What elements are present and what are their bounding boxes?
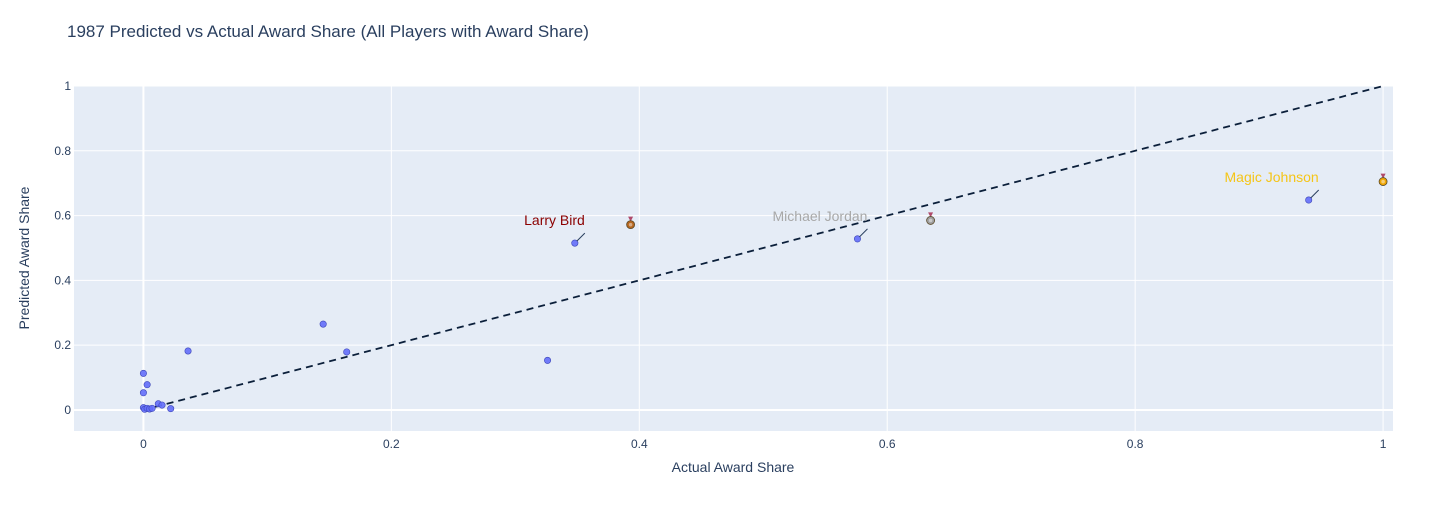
data-point — [1305, 196, 1313, 204]
y-axis-ticks: 0 0.2 0.4 0.6 0.8 1 — [54, 79, 71, 417]
x-axis-title: Actual Award Share — [672, 459, 795, 475]
data-point — [319, 320, 327, 328]
y-tick-label: 0 — [64, 403, 71, 417]
gridlines — [74, 85, 1393, 431]
plot-area — [74, 86, 1393, 431]
y-tick-label: 0.2 — [54, 338, 71, 352]
annotations: Magic Johnson Michael Jordan Larry Bird — [524, 169, 1388, 242]
data-point — [343, 348, 351, 356]
data-points — [139, 196, 1313, 413]
diagonal-reference-line — [143, 85, 1384, 411]
data-point — [139, 369, 147, 377]
y-tick-label: 0.8 — [54, 144, 71, 158]
annotation-arrow — [859, 228, 868, 238]
x-tick-label: 0.2 — [383, 437, 400, 451]
x-tick-label: 0.4 — [631, 437, 648, 451]
y-tick-label: 1 — [64, 79, 71, 93]
silver-medal-icon — [926, 212, 936, 225]
data-point — [143, 381, 151, 389]
annotation-arrow — [576, 232, 586, 242]
data-point — [571, 239, 579, 247]
reference-line — [143, 85, 1384, 411]
gold-medal-icon — [1378, 173, 1388, 186]
y-tick-label: 0.4 — [54, 273, 71, 287]
annotation-label: Larry Bird — [524, 212, 585, 228]
data-point — [148, 404, 156, 412]
data-point — [544, 356, 552, 364]
x-tick-label: 1 — [1380, 437, 1387, 451]
data-point — [139, 389, 147, 397]
x-tick-label: 0 — [140, 437, 147, 451]
annotation-label: Magic Johnson — [1225, 169, 1319, 185]
bronze-medal-icon — [626, 216, 636, 230]
annotation-arrow — [1310, 189, 1320, 199]
chart-title: 1987 Predicted vs Actual Award Share (Al… — [67, 22, 589, 41]
data-point — [167, 405, 175, 413]
x-tick-label: 0.6 — [879, 437, 896, 451]
data-point — [853, 235, 861, 243]
data-point — [158, 401, 166, 409]
y-axis-title: Predicted Award Share — [16, 186, 32, 329]
y-tick-label: 0.6 — [54, 209, 71, 223]
x-tick-label: 0.8 — [1127, 437, 1144, 451]
x-axis-ticks: 0 0.2 0.4 0.6 0.8 1 — [140, 437, 1387, 451]
data-point — [184, 347, 192, 355]
annotation-label: Michael Jordan — [773, 208, 868, 224]
